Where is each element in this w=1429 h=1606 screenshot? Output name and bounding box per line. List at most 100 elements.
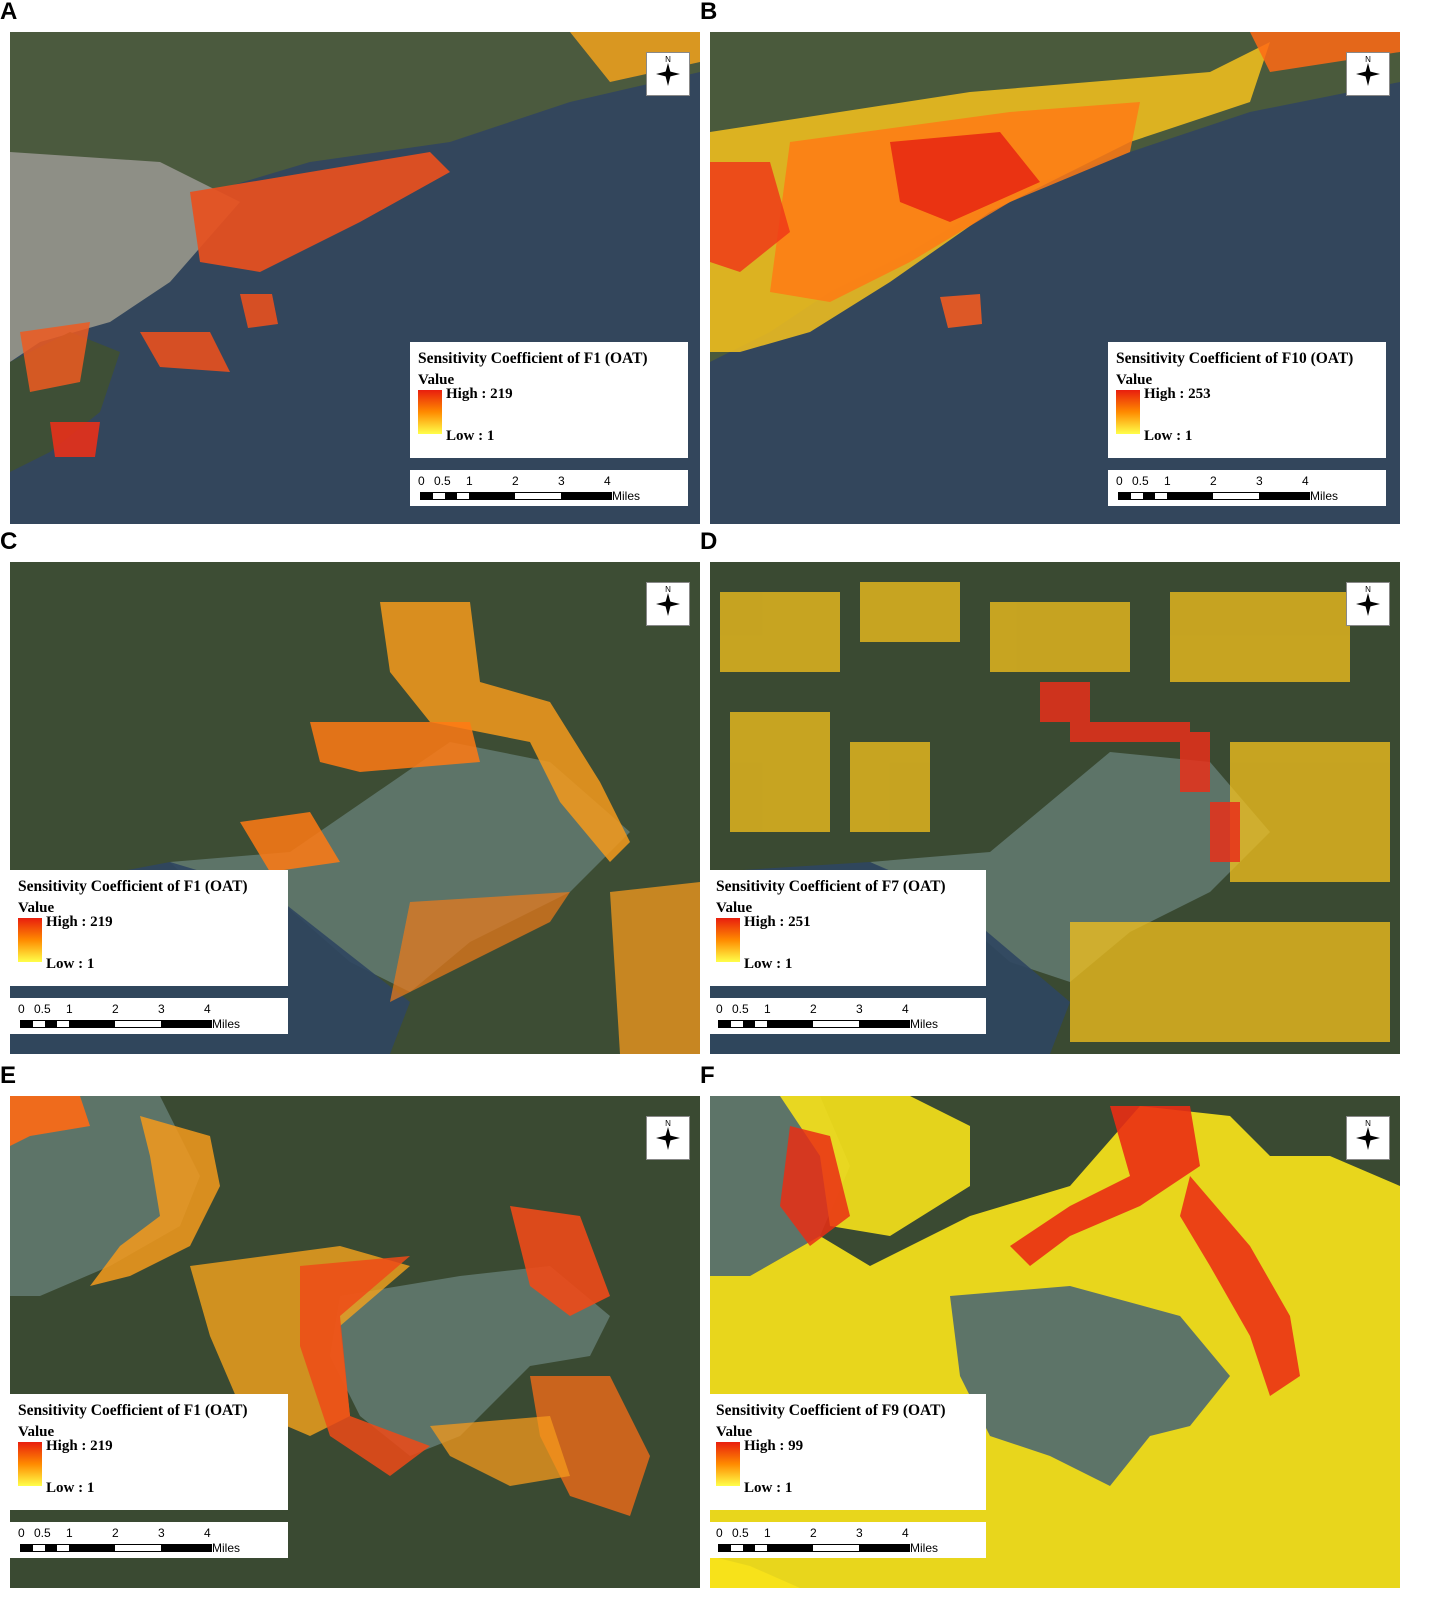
scale-tick: 1 bbox=[466, 474, 473, 488]
legend-low: Low : 1 bbox=[744, 1480, 793, 1496]
legend-color-ramp bbox=[1116, 390, 1140, 434]
north-label-text: N bbox=[665, 585, 671, 594]
scale-tick: 2 bbox=[810, 1002, 817, 1016]
legend: Sensitivity Coefficient of F1 (OAT) Valu… bbox=[10, 870, 288, 986]
north-label-text: N bbox=[665, 55, 671, 64]
scale-tick: 3 bbox=[558, 474, 565, 488]
scale-bar: 0 0.5 1 2 3 4 Miles bbox=[10, 1522, 288, 1558]
map-c[interactable]: N bbox=[10, 562, 700, 1054]
legend-value-label: Value bbox=[418, 372, 455, 388]
legend-value-label: Value bbox=[18, 1424, 55, 1440]
legend-high: High : 219 bbox=[46, 1438, 113, 1454]
legend-title: Sensitivity Coefficient of F9 (OAT) bbox=[716, 1402, 946, 1419]
scale-tick: 3 bbox=[158, 1002, 165, 1016]
scale-tick: 4 bbox=[1302, 474, 1309, 488]
scale-tick: 0 bbox=[418, 474, 425, 488]
north-arrow: N bbox=[1346, 52, 1390, 96]
legend-high: High : 253 bbox=[1144, 386, 1211, 402]
map-c-image bbox=[10, 562, 700, 1054]
scale-tick: 2 bbox=[810, 1526, 817, 1540]
legend-title: Sensitivity Coefficient of F7 (OAT) bbox=[716, 878, 946, 895]
scale-tick: 4 bbox=[204, 1002, 211, 1016]
legend-low: Low : 1 bbox=[744, 956, 793, 972]
legend-low: Low : 1 bbox=[46, 1480, 95, 1496]
scale-unit: Miles bbox=[910, 1541, 939, 1555]
scale-tick: 0.5 bbox=[434, 474, 451, 488]
scale-tick: 3 bbox=[1256, 474, 1263, 488]
legend-low: Low : 1 bbox=[446, 428, 495, 444]
legend-title: Sensitivity Coefficient of F10 (OAT) bbox=[1116, 350, 1354, 367]
legend-value-label: Value bbox=[18, 900, 55, 916]
scale-tick: 0 bbox=[1116, 474, 1123, 488]
panel-letter: A bbox=[0, 0, 18, 25]
north-label-text: N bbox=[665, 1119, 671, 1128]
panel-letter: F bbox=[700, 1062, 715, 1089]
panel-letter: B bbox=[700, 0, 718, 25]
scale-tick: 4 bbox=[902, 1002, 909, 1016]
legend-low: Low : 1 bbox=[1144, 428, 1193, 444]
legend-color-ramp bbox=[716, 918, 740, 962]
panel-letter: C bbox=[0, 528, 18, 555]
scale-tick: 0 bbox=[18, 1526, 25, 1540]
scale-bar: 0 0.5 1 2 3 4 Miles bbox=[410, 470, 688, 506]
north-arrow: N bbox=[646, 1116, 690, 1160]
legend-high: High : 219 bbox=[446, 386, 513, 402]
north-label-text: N bbox=[1365, 585, 1371, 594]
scale-tick: 0 bbox=[18, 1002, 25, 1016]
scale-tick: 4 bbox=[902, 1526, 909, 1540]
legend-high: High : 99 bbox=[744, 1438, 804, 1454]
scale-tick: 3 bbox=[158, 1526, 165, 1540]
scale-bar: 0 0.5 1 2 3 4 Miles bbox=[708, 1522, 986, 1558]
scale-tick: 4 bbox=[204, 1526, 211, 1540]
legend-title: Sensitivity Coefficient of F1 (OAT) bbox=[18, 878, 248, 895]
scale-unit: Miles bbox=[1310, 489, 1339, 503]
panel-e: E N Sensitivity Coefficient of F1 (OAT) … bbox=[0, 1064, 700, 1588]
legend: Sensitivity Coefficient of F7 (OAT) Valu… bbox=[708, 870, 986, 986]
scale-unit: Miles bbox=[612, 489, 641, 503]
scale-tick: 1 bbox=[66, 1526, 73, 1540]
map-a[interactable]: N bbox=[10, 32, 700, 524]
map-e-image bbox=[10, 1096, 700, 1588]
legend-value-label: Value bbox=[1116, 372, 1153, 388]
map-f-image bbox=[710, 1096, 1400, 1588]
legend-title: Sensitivity Coefficient of F1 (OAT) bbox=[18, 1402, 248, 1419]
panel-c: C N Sensitivity Coefficient of F1 (OAT) … bbox=[0, 530, 700, 1054]
scale-unit: Miles bbox=[910, 1017, 939, 1031]
legend-high: High : 251 bbox=[744, 914, 811, 930]
scale-tick: 4 bbox=[604, 474, 611, 488]
legend-color-ramp bbox=[418, 390, 442, 434]
scale-tick: 3 bbox=[856, 1002, 863, 1016]
scale-bar: 0 0.5 1 2 3 4 Miles bbox=[708, 998, 986, 1034]
scale-tick: 0.5 bbox=[732, 1526, 749, 1540]
panel-letter: E bbox=[0, 1062, 17, 1089]
scale-tick: 0.5 bbox=[1132, 474, 1149, 488]
scale-tick: 0 bbox=[716, 1002, 723, 1016]
map-e[interactable]: N bbox=[10, 1096, 700, 1588]
north-arrow: N bbox=[1346, 582, 1390, 626]
north-label-text: N bbox=[1365, 55, 1371, 64]
legend-title: Sensitivity Coefficient of F1 (OAT) bbox=[418, 350, 648, 367]
scale-tick: 2 bbox=[1210, 474, 1217, 488]
legend: Sensitivity Coefficient of F10 (OAT) Val… bbox=[1108, 342, 1386, 458]
scale-bar: 0 0.5 1 2 3 4 Miles bbox=[10, 998, 288, 1034]
north-arrow: N bbox=[646, 52, 690, 96]
panel-d: D N Sensitivity Coeffici bbox=[700, 530, 1400, 1054]
legend: Sensitivity Coefficient of F9 (OAT) Valu… bbox=[708, 1394, 986, 1510]
scale-unit: Miles bbox=[212, 1017, 241, 1031]
scale-tick: 2 bbox=[112, 1526, 119, 1540]
legend-color-ramp bbox=[18, 918, 42, 962]
scale-tick: 3 bbox=[856, 1526, 863, 1540]
legend-color-ramp bbox=[716, 1442, 740, 1486]
scale-tick: 2 bbox=[512, 474, 519, 488]
scale-tick: 1 bbox=[66, 1002, 73, 1016]
scale-tick: 0.5 bbox=[732, 1002, 749, 1016]
panel-b: B N Sensitivity Coefficient of F10 (OAT)… bbox=[700, 0, 1400, 524]
map-f[interactable]: N bbox=[710, 1096, 1400, 1588]
scale-unit: Miles bbox=[212, 1541, 241, 1555]
legend: Sensitivity Coefficient of F1 (OAT) Valu… bbox=[10, 1394, 288, 1510]
legend-low: Low : 1 bbox=[46, 956, 95, 972]
legend: Sensitivity Coefficient of F1 (OAT) Valu… bbox=[410, 342, 688, 458]
scale-tick: 0.5 bbox=[34, 1526, 51, 1540]
panel-letter: D bbox=[700, 528, 718, 555]
panel-a: A N Sensitivity Coefficient of F1 (OAT) … bbox=[0, 0, 700, 524]
